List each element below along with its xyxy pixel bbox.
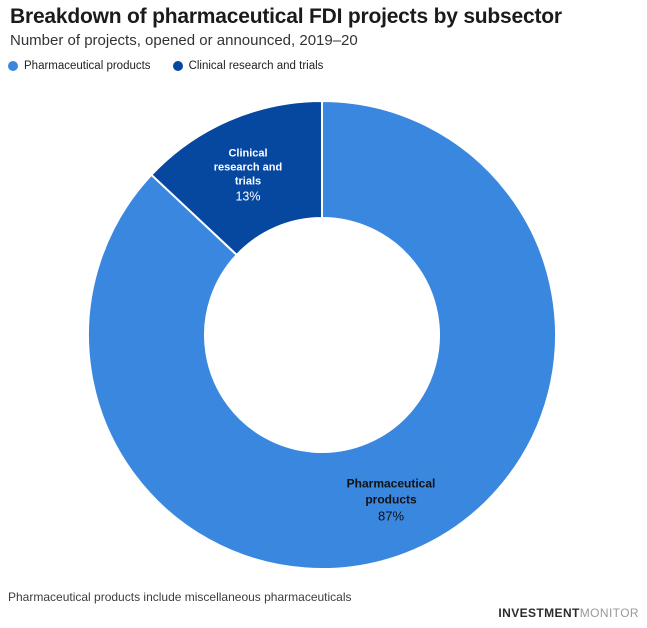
chart-title: Breakdown of pharmaceutical FDI projects… — [10, 5, 562, 28]
donut-slice-clinical-research-and-trials — [150, 100, 323, 256]
logo-investment-text: INVESTMENT — [498, 606, 580, 620]
legend-label-pharmaceutical-products: Pharmaceutical products — [24, 60, 151, 72]
donut-slice-pharmaceutical-products — [87, 100, 558, 570]
investment-monitor-logo: INVESTMENTMONITOR — [498, 606, 639, 620]
legend-label-clinical-research: Clinical research and trials — [188, 60, 324, 72]
legend-dot-pharmaceutical-products-icon — [8, 61, 18, 71]
chart-subtitle: Number of projects, opened or announced,… — [10, 32, 358, 49]
legend-item-pharmaceutical-products: Pharmaceutical products — [8, 60, 151, 72]
legend-item-clinical-research: Clinical research and trials — [172, 60, 324, 72]
footnote: Pharmaceutical products include miscella… — [8, 590, 352, 604]
legend-dot-clinical-research-icon — [172, 61, 183, 71]
logo-monitor-text: MONITOR — [579, 606, 639, 620]
legend: Pharmaceutical products Clinical researc… — [8, 60, 323, 72]
donut-chart — [87, 100, 558, 570]
